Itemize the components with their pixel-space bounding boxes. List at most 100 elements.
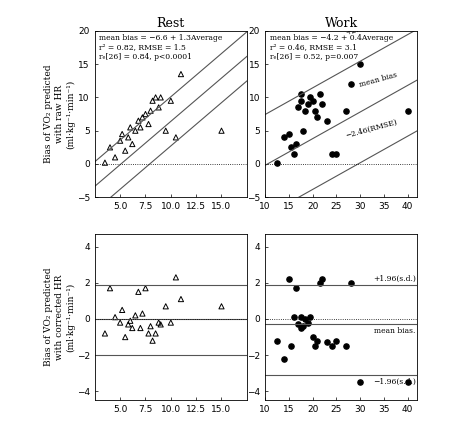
Point <box>301 315 309 323</box>
Point <box>311 343 319 350</box>
Point <box>309 97 316 104</box>
Point <box>139 114 146 121</box>
Point <box>323 339 331 346</box>
Point <box>297 314 304 321</box>
Point <box>132 127 139 134</box>
Point <box>294 321 302 328</box>
Point <box>147 107 155 114</box>
Text: −2.46(RMSE): −2.46(RMSE) <box>344 118 398 139</box>
Point <box>142 285 149 292</box>
Point <box>273 159 281 166</box>
Point <box>287 343 295 350</box>
Point <box>218 303 225 310</box>
Point <box>304 319 311 326</box>
Point <box>306 314 314 321</box>
Point <box>333 337 340 344</box>
Point <box>142 110 149 117</box>
Point <box>125 134 132 141</box>
Point <box>172 134 180 141</box>
Point <box>155 319 163 326</box>
Point <box>167 97 174 104</box>
Point <box>294 104 302 111</box>
Point <box>118 131 126 138</box>
Title: Rest: Rest <box>157 17 185 29</box>
Point <box>111 154 119 161</box>
Point <box>137 324 144 331</box>
Point <box>162 127 170 134</box>
Point <box>155 104 163 111</box>
Text: +2.46(RMSE): +2.46(RMSE) <box>344 15 398 37</box>
Point <box>145 121 152 128</box>
Point <box>127 317 134 324</box>
Point <box>121 147 129 154</box>
Point <box>328 343 336 350</box>
Point <box>273 337 281 344</box>
Point <box>314 114 321 121</box>
Point <box>132 312 139 319</box>
Point <box>145 330 152 337</box>
Point <box>306 94 314 101</box>
Point <box>149 337 156 344</box>
Point <box>292 140 300 147</box>
Point <box>125 321 132 328</box>
Point <box>121 334 129 341</box>
Point <box>101 159 109 166</box>
Text: mean bias.: mean bias. <box>374 327 416 335</box>
Point <box>116 137 124 144</box>
Point <box>101 330 109 337</box>
Point <box>152 330 159 337</box>
Point <box>106 285 114 292</box>
Y-axis label: Bias of V̇O₂ predicted
with corrected HR
(ml·kg⁻¹·min⁻¹): Bias of V̇O₂ predicted with corrected HR… <box>44 268 75 367</box>
Point <box>128 140 136 147</box>
Point <box>347 81 355 88</box>
Point <box>162 303 170 310</box>
Point <box>149 97 156 104</box>
Y-axis label: Bias of V̇O₂ predicted
with raw HR
(ml·kg⁻¹·min⁻¹): Bias of V̇O₂ predicted with raw HR (ml·k… <box>44 65 75 163</box>
Point <box>285 131 292 138</box>
Point <box>316 279 324 286</box>
Point <box>135 288 142 295</box>
Point <box>342 107 350 114</box>
Point <box>290 314 297 321</box>
Point <box>137 124 144 131</box>
Text: −1.96(s.d.): −1.96(s.d.) <box>373 378 416 386</box>
Point <box>309 334 316 341</box>
Point <box>356 379 364 386</box>
Point <box>319 275 326 282</box>
Point <box>404 379 411 386</box>
Point <box>167 319 174 326</box>
Point <box>177 70 185 77</box>
Point <box>316 91 324 98</box>
Point <box>157 94 164 101</box>
Point <box>290 150 297 158</box>
Point <box>299 323 307 330</box>
Point <box>135 117 142 124</box>
Point <box>172 274 180 281</box>
Point <box>342 343 350 350</box>
Point <box>292 285 300 292</box>
Point <box>304 100 311 107</box>
Text: mean bias = −4.2 + 0.4Average
r² = 0.46, RMSE = 3.1
rₑ[26] = 0.52, p=0.007: mean bias = −4.2 + 0.4Average r² = 0.46,… <box>270 34 393 61</box>
Point <box>301 107 309 114</box>
Point <box>299 127 307 134</box>
Point <box>323 117 331 124</box>
Point <box>127 124 134 131</box>
Point <box>285 275 292 282</box>
Point <box>111 314 119 321</box>
Point <box>280 134 288 141</box>
Point <box>297 97 304 104</box>
Point <box>106 144 114 151</box>
Text: +1.96(s.d.): +1.96(s.d.) <box>373 275 416 283</box>
Point <box>280 355 288 362</box>
Point <box>147 323 155 330</box>
Point <box>347 279 355 286</box>
Text: mean bias = −6.6 + 1.3Average
r² = 0.82, RMSE = 1.5
rₑ[26] = 0.84, p<0.0001: mean bias = −6.6 + 1.3Average r² = 0.82,… <box>100 34 223 61</box>
Point <box>128 324 136 331</box>
Point <box>218 127 225 134</box>
Point <box>152 94 159 101</box>
Point <box>116 319 124 326</box>
Point <box>314 337 321 344</box>
Point <box>287 144 295 151</box>
Point <box>319 100 326 107</box>
Text: mean bias: mean bias <box>358 71 398 89</box>
